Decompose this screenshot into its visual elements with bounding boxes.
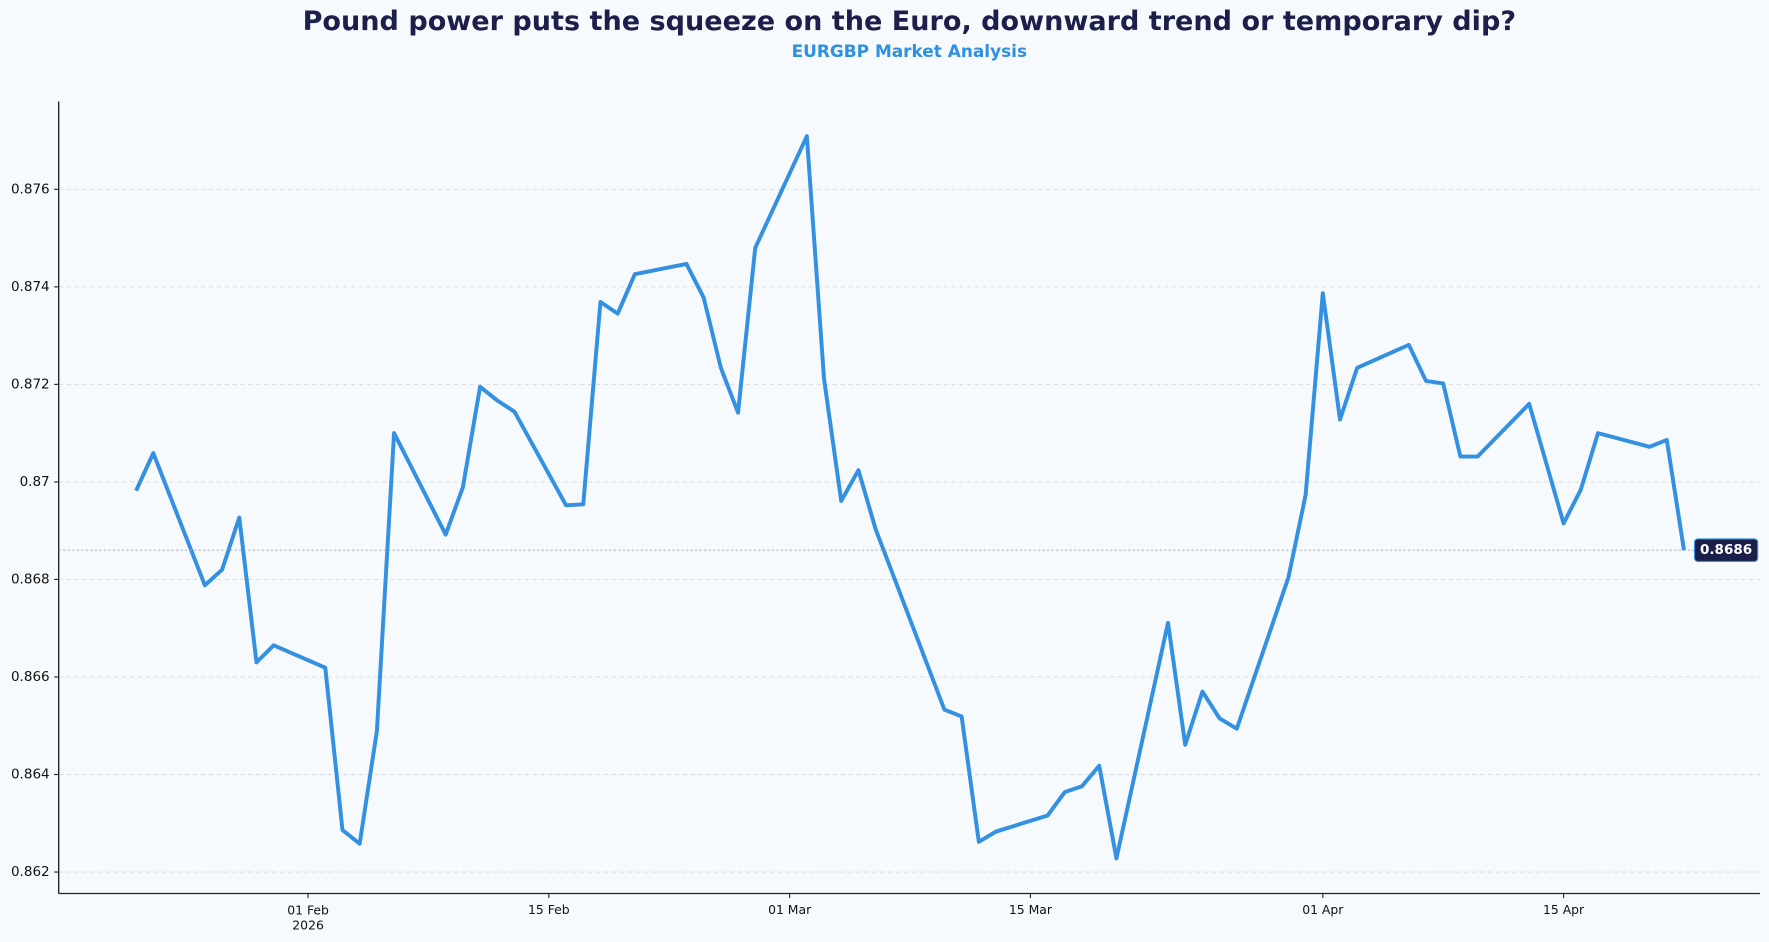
x-tick-label: 15 Feb xyxy=(528,902,570,917)
x-tick-label: 15 Mar xyxy=(1009,902,1053,917)
x-tick-label: 01 Feb 2026 xyxy=(287,902,329,932)
x-tick-label: 01 Mar xyxy=(768,902,812,917)
x-tick-label: 15 Apr xyxy=(1543,902,1585,917)
y-tick-label: 0.866 xyxy=(11,669,50,685)
y-tick-label: 0.876 xyxy=(11,181,50,197)
y-tick-label: 0.87 xyxy=(20,474,50,490)
last-value-label: 0.8686 xyxy=(1700,542,1752,558)
y-tick-label: 0.872 xyxy=(11,376,50,392)
y-tick-label: 0.868 xyxy=(11,571,50,587)
price-line xyxy=(134,134,1686,861)
chart-title: Pound power puts the squeeze on the Euro… xyxy=(303,6,1516,37)
y-tick-label: 0.874 xyxy=(11,279,50,295)
x-tick-label: 01 Apr xyxy=(1302,902,1344,917)
chart-subtitle: EURGBP Market Analysis xyxy=(792,41,1027,61)
last-value-badge xyxy=(1693,538,1759,563)
y-tick-label: 0.864 xyxy=(11,767,50,783)
y-tick-label: 0.862 xyxy=(11,864,50,880)
